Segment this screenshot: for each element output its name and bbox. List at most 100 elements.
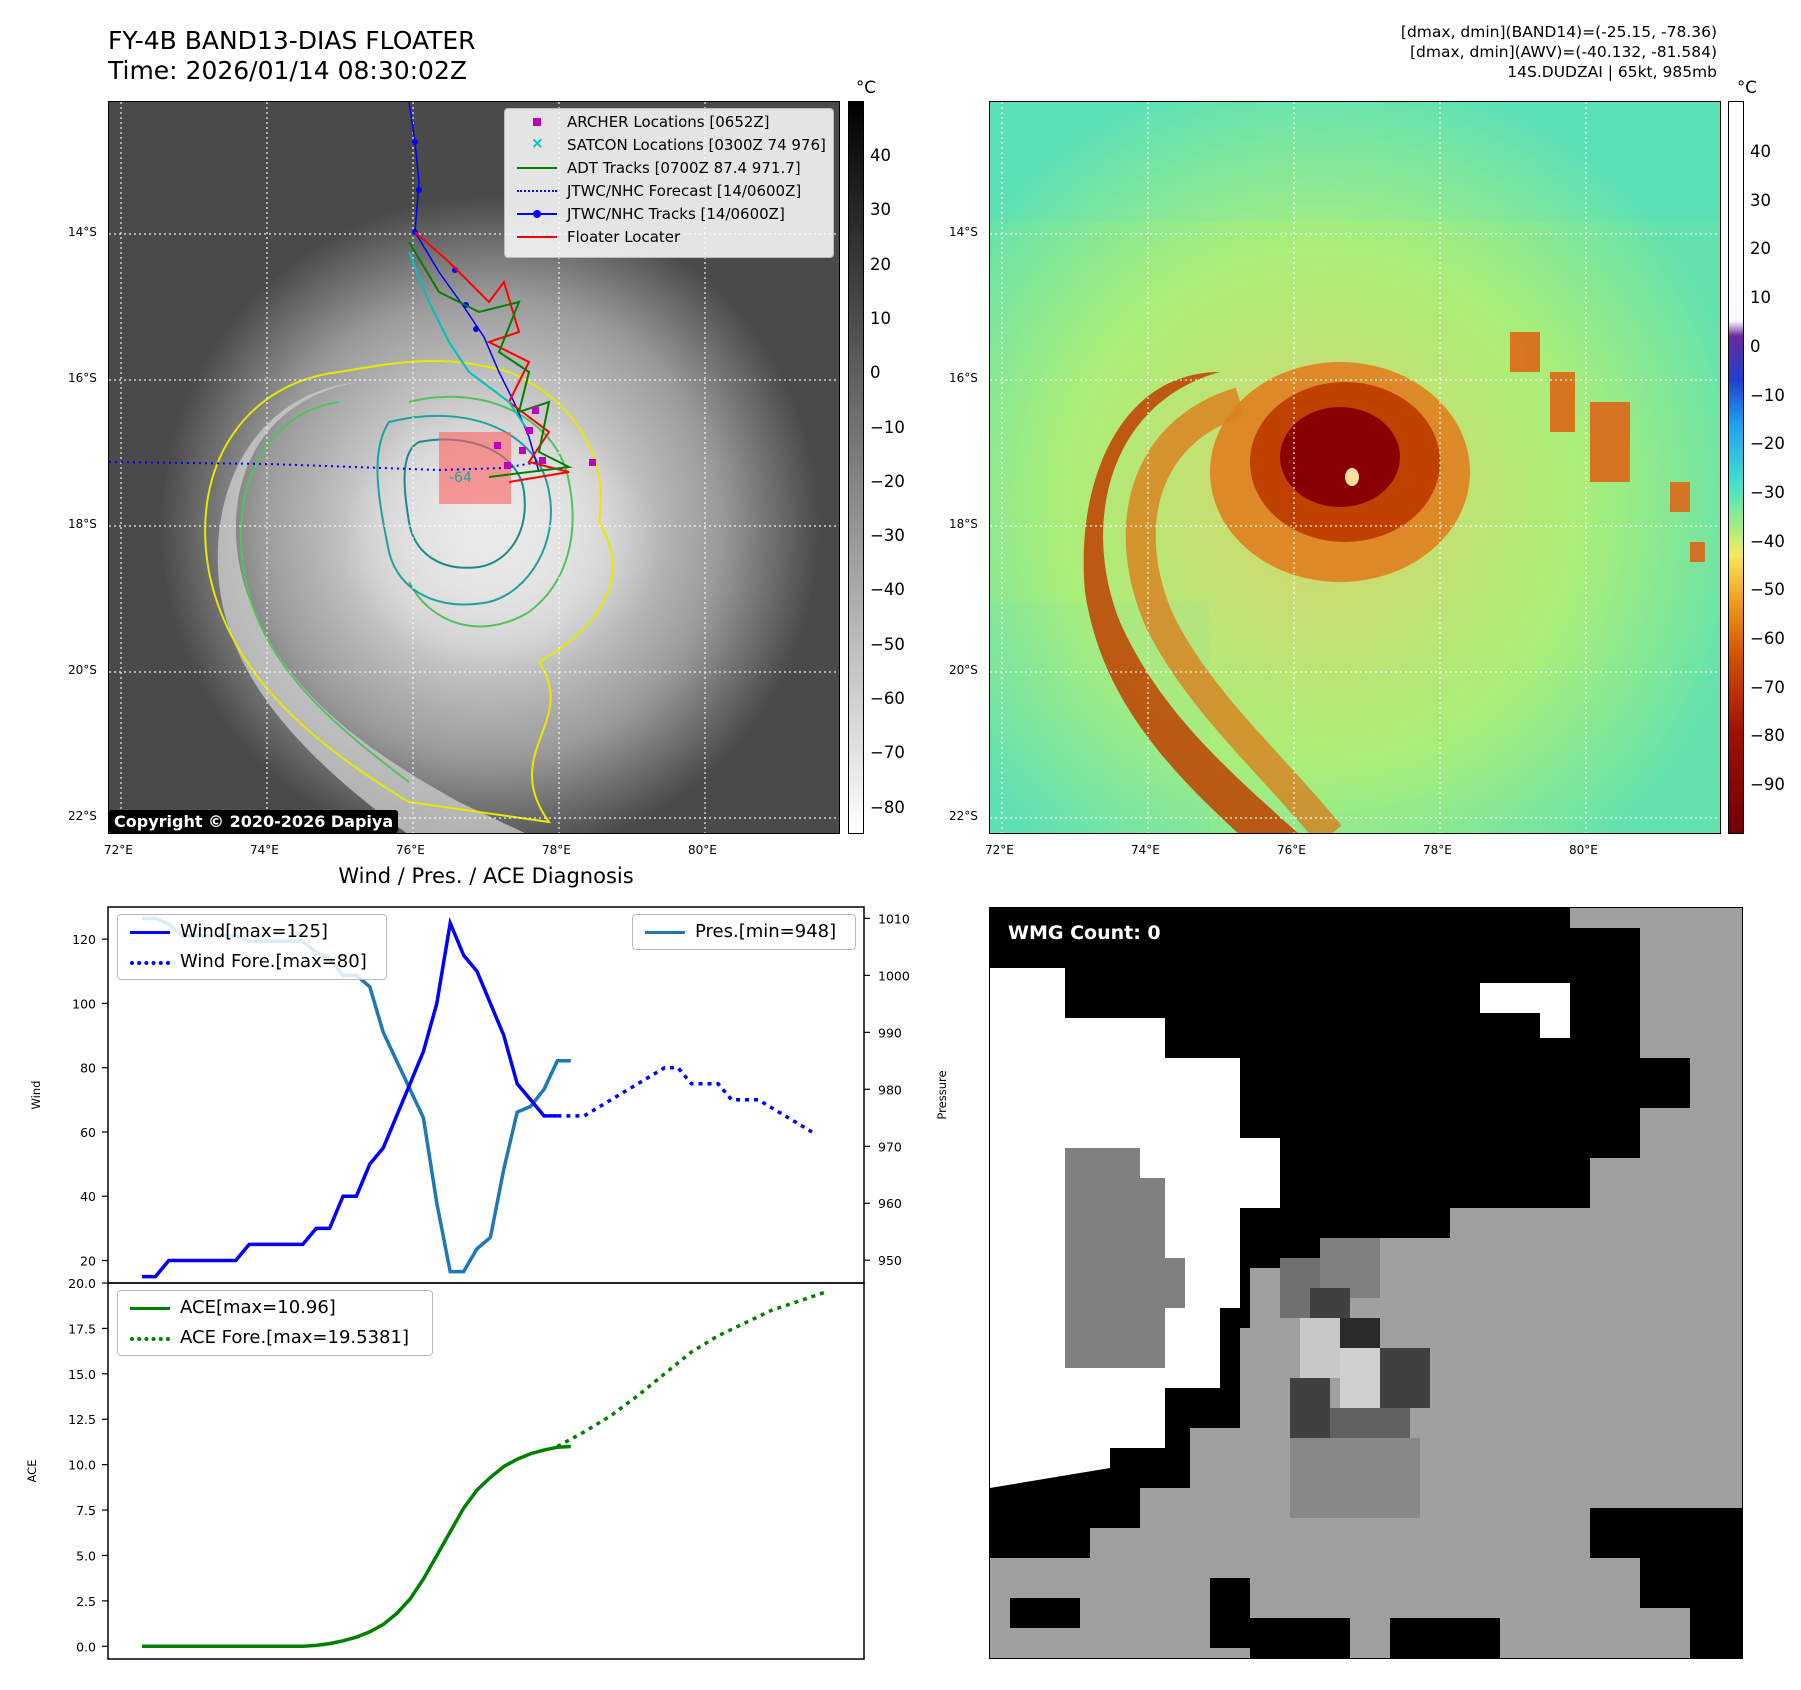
colorbar-tick: −30 <box>1750 482 1785 502</box>
lon-label: 76°E <box>396 843 425 857</box>
lon-label: 80°E <box>1569 843 1598 857</box>
axis-tick-label: 2.5 <box>76 1594 96 1609</box>
colorbar-tick: −60 <box>870 689 905 708</box>
colorbar-tick: 20 <box>870 254 891 274</box>
map-legend-swatch <box>517 162 557 174</box>
colorbar-tick: −40 <box>1750 531 1785 551</box>
map-legend-item: JTWC/NHC Forecast [14/0600Z] <box>517 182 801 200</box>
map-legend-swatch <box>517 208 557 220</box>
lat-label: 18°S <box>949 517 978 531</box>
axis-tick-label: 990 <box>878 1025 902 1040</box>
map-legend-label: SATCON Locations [0300Z 74 976] <box>567 136 826 154</box>
series-wind-fore <box>557 1065 813 1134</box>
axis-tick-label: 950 <box>878 1253 902 1268</box>
colorbar-tick: −20 <box>870 471 905 491</box>
axis-tick-label: 20.0 <box>68 1276 96 1291</box>
ace-legend: ACE[max=10.96] ACE Fore.[max=19.5381] <box>117 1290 433 1356</box>
title-line-1: FY-4B BAND13-DIAS FLOATER <box>108 26 476 55</box>
title-line-2: Time: 2026/01/14 08:30:02Z <box>108 56 467 85</box>
map-legend-label: JTWC/NHC Tracks [14/0600Z] <box>567 205 785 223</box>
colorbar-tick: 20 <box>1750 239 1771 259</box>
colorbar-tick: 30 <box>1750 190 1771 210</box>
awv-map-panel <box>989 101 1721 834</box>
storm-info: [dmax, dmin](BAND14)=(-25.15, -78.36) [d… <box>1401 22 1717 82</box>
axis-tick-label: 10.0 <box>68 1458 96 1473</box>
wmg-image <box>990 908 1742 1658</box>
lon-label: 72°E <box>985 843 1014 857</box>
ace-axis: 0.0 2.5 5.0 7.5 10.0 12.5 15.0 17.5 20.0 <box>68 1276 108 1654</box>
colorbar-tick: −80 <box>870 797 905 817</box>
axis-tick-label: 17.5 <box>68 1321 96 1336</box>
axis-tick-label: 960 <box>878 1196 902 1211</box>
axis-tick-label: 7.5 <box>76 1503 96 1518</box>
info-line-3: 14S.DUDZAI | 65kt, 985mb <box>1507 63 1717 81</box>
lon-label: 78°E <box>542 843 571 857</box>
pressure-ylabel: Pressure <box>935 1070 949 1119</box>
axis-tick-label: 15.0 <box>68 1367 96 1382</box>
wind-fore-legend-swatch <box>130 956 170 968</box>
ace-ylabel: ACE <box>25 1460 39 1483</box>
map-legend-swatch <box>517 231 557 243</box>
series-ace-fore <box>556 1290 826 1449</box>
lat-label: 22°S <box>68 809 97 823</box>
right-colorbar <box>1728 101 1744 834</box>
axis-tick-label: 0.0 <box>76 1639 96 1654</box>
map-legend-item: JTWC/NHC Tracks [14/0600Z] <box>517 205 785 223</box>
wmg-count-badge: WMG Count: 0 <box>1000 918 1169 948</box>
map-legend-swatch: × <box>531 134 544 152</box>
axis-tick-label: 100 <box>72 996 96 1011</box>
colorbar-tick: 30 <box>870 200 891 220</box>
lon-label: 76°E <box>1277 843 1306 857</box>
series-wind <box>142 916 558 1279</box>
lat-label: 14°S <box>68 225 97 239</box>
wind-axis: 20 40 60 80 100 120 <box>72 932 108 1269</box>
info-line-1: [dmax, dmin](BAND14)=(-25.15, -78.36) <box>1400 23 1717 41</box>
map-legend-label: JTWC/NHC Forecast [14/0600Z] <box>567 182 802 200</box>
colorbar-tick: −70 <box>1750 677 1785 697</box>
lat-label: 22°S <box>949 809 978 823</box>
ace-legend-swatch <box>130 1302 170 1314</box>
info-line-2: [dmax, dmin](AWV)=(-40.132, -81.584) <box>1410 43 1717 61</box>
wind-legend-label: Wind[max=125] <box>180 921 328 942</box>
left-colorbar <box>848 101 864 834</box>
lon-label: 78°E <box>1423 843 1452 857</box>
map-legend-swatch <box>517 185 557 197</box>
pres-legend-swatch <box>645 926 685 938</box>
colorbar-tick: −40 <box>870 580 905 600</box>
colorbar-tick: 0 <box>1750 336 1761 356</box>
series-ace <box>142 1444 571 1649</box>
axis-tick-label: 12.5 <box>68 1412 96 1427</box>
axis-tick-label: 970 <box>878 1139 902 1154</box>
lat-label: 14°S <box>949 225 978 239</box>
map-legend: ARCHER Locations [0652Z] × SATCON Location… <box>504 108 834 258</box>
pressure-axis: 950 960 970 980 990 1000 1010 <box>864 911 910 1268</box>
ir-map-panel: -64 Copyright © 2020-2026 Dapiya ARCHER … <box>108 101 840 834</box>
colorbar-tick: 0 <box>870 363 881 383</box>
colorbar-tick: 40 <box>1750 142 1771 161</box>
left-colorbar-unit: °C <box>856 78 876 97</box>
pres-legend-label: Pres.[min=948] <box>695 921 837 942</box>
map-legend-label: Floater Locater <box>567 228 681 246</box>
colorbar-tick: −60 <box>1750 629 1785 648</box>
lat-label: 16°S <box>68 371 97 385</box>
map-legend-item: × SATCON Locations [0300Z 74 976] <box>517 134 826 154</box>
wind-legend: Wind[max=125] Wind Fore.[max=80] <box>117 914 387 980</box>
colorbar-tick: 10 <box>1750 288 1771 308</box>
ace-frame <box>107 1282 865 1660</box>
axis-tick-label: 20 <box>80 1254 96 1269</box>
contour-label-64: -64 <box>449 470 472 486</box>
colorbar-tick: −20 <box>1750 434 1785 454</box>
colorbar-tick: −80 <box>1750 726 1785 746</box>
lon-label: 80°E <box>688 843 717 857</box>
wmg-panel: WMG Count: 0 <box>989 907 1743 1659</box>
map-legend-swatch <box>517 116 557 128</box>
ace-legend-label: ACE[max=10.96] <box>180 1297 336 1318</box>
colorbar-tick: −70 <box>870 743 905 763</box>
lon-label: 74°E <box>1131 843 1160 857</box>
lat-label: 16°S <box>949 371 978 385</box>
map-legend-label: ADT Tracks [0700Z 87.4 971.7] <box>567 159 801 177</box>
colorbar-tick: −30 <box>870 526 905 546</box>
figure-title: FY-4B BAND13-DIAS FLOATER Time: 2026/01/… <box>108 26 476 86</box>
copyright-label: Copyright © 2020-2026 Dapiya <box>109 810 399 833</box>
